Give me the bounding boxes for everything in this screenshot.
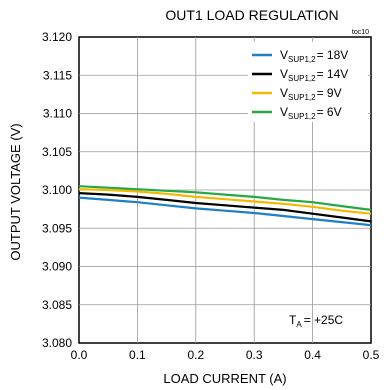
x-tick-labels: 0.0 0.1 0.2 0.3 0.4 0.5 <box>71 348 380 362</box>
x-tick-label: 0.1 <box>129 348 146 362</box>
legend-label-sub: SUP1,2 <box>288 74 316 83</box>
legend-label-value: = 14V <box>317 67 349 81</box>
x-tick-label: 0.2 <box>187 348 204 362</box>
x-tick-label: 0.3 <box>246 348 263 362</box>
y-tick-label: 3.100 <box>42 183 72 197</box>
series-line-3 <box>78 185 372 211</box>
y-tick-label: 3.110 <box>43 107 72 121</box>
legend-label: VSUP1,2= 18V <box>280 48 348 64</box>
x-tick-label: 0.0 <box>71 348 88 362</box>
legend-label-sub: SUP1,2 <box>288 93 316 102</box>
y-axis-label: OUTPUT VOLTAGE (V) <box>8 123 23 260</box>
y-tick-label: 3.120 <box>42 30 72 44</box>
y-tick-label: 3.085 <box>42 298 72 312</box>
legend-label-base: V <box>280 67 288 81</box>
y-tick-label: 3.115 <box>43 68 72 82</box>
series-line-2 <box>78 188 372 215</box>
temperature-annotation-base: T <box>289 313 297 327</box>
x-tick-label: 0.5 <box>363 348 380 362</box>
series-line-1 <box>78 192 372 223</box>
figure-id: toc10 <box>352 29 369 36</box>
y-tick-label: 3.080 <box>42 336 72 350</box>
temperature-annotation-sub: A <box>296 320 302 329</box>
x-tick-label: 0.4 <box>304 348 321 362</box>
legend-label-value: = 18V <box>317 48 349 62</box>
legend-label-sub: SUP1,2 <box>288 112 316 121</box>
legend-label-base: V <box>280 48 288 62</box>
legend-label-value: = 9V <box>317 86 342 100</box>
chart-title: OUT1 LOAD REGULATION <box>165 7 338 23</box>
temperature-annotation: TA = +25C <box>289 313 343 329</box>
y-tick-labels: 3.080 3.085 3.090 3.095 3.100 3.105 3.110 3.115… <box>42 30 72 350</box>
legend-label-base: V <box>280 105 288 119</box>
legend-label-base: V <box>280 86 288 100</box>
legend-label: VSUP1,2= 14V <box>280 67 348 83</box>
legend-label-sub: SUP1,2 <box>288 55 316 64</box>
data-series <box>78 185 372 227</box>
x-axis-label: LOAD CURRENT (A) <box>163 371 286 386</box>
y-tick-label: 3.105 <box>42 145 72 159</box>
y-tick-label: 3.095 <box>42 221 72 235</box>
y-tick-label: 3.090 <box>42 260 72 274</box>
legend-label: VSUP1,2= 6V <box>280 105 342 121</box>
legend-label-value: = 6V <box>317 105 342 119</box>
series-line-0 <box>78 196 372 227</box>
legend-label: VSUP1,2= 9V <box>280 86 342 102</box>
temperature-annotation-text: = +25C <box>304 313 344 327</box>
